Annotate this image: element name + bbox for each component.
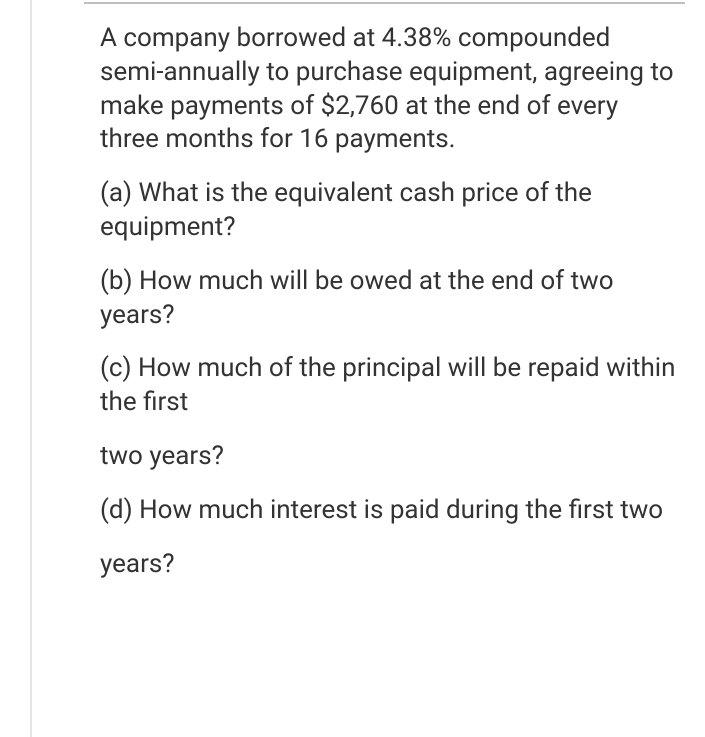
problem-part-a: (a) What is the equivalent cash price of… (100, 177, 680, 245)
problem-part-c-line1: (c) How much of the principal will be re… (100, 352, 680, 420)
problem-text: A company borrowed at 4.38% compounded s… (100, 22, 680, 601)
problem-part-b: (b) How much will be owed at the end of … (100, 265, 680, 333)
left-vertical-rule (30, 0, 32, 737)
problem-part-d-line2: years? (100, 548, 680, 582)
problem-part-d-line1: (d) How much interest is paid during the… (100, 494, 680, 528)
problem-intro: A company borrowed at 4.38% compounded s… (100, 22, 680, 157)
problem-part-c-line2: two years? (100, 440, 680, 474)
top-horizontal-rule (84, 2, 685, 4)
